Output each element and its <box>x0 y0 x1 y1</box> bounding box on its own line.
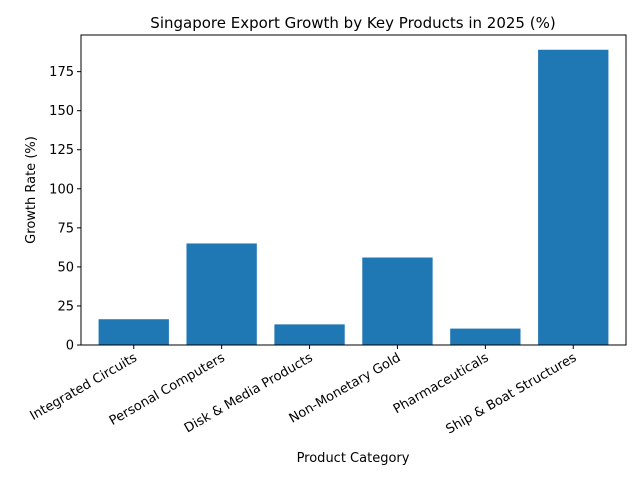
bars-group <box>98 49 609 345</box>
y-tick-label-6: 150 <box>49 104 74 119</box>
y-tick-label-2: 50 <box>57 260 74 275</box>
y-axis: 0 25 50 75 100 125 150 175 <box>49 65 81 354</box>
y-tick-label-7: 175 <box>49 65 74 80</box>
y-tick-label-4: 100 <box>49 182 74 197</box>
bar-5 <box>538 49 609 345</box>
bar-3 <box>362 257 433 345</box>
bar-4 <box>450 328 521 345</box>
x-axis-label: Product Category <box>297 451 410 466</box>
bar-2 <box>274 324 345 345</box>
chart-title: Singapore Export Growth by Key Products … <box>150 14 555 32</box>
y-axis-label: Growth Rate (%) <box>24 136 39 244</box>
y-tick-label-5: 125 <box>49 143 74 158</box>
plot-frame <box>80 34 627 346</box>
y-tick-label-3: 75 <box>57 221 74 236</box>
y-tick-label-0: 0 <box>66 339 74 354</box>
bar-0 <box>98 319 169 345</box>
y-tick-label-1: 25 <box>57 299 74 314</box>
bar-1 <box>186 243 257 345</box>
